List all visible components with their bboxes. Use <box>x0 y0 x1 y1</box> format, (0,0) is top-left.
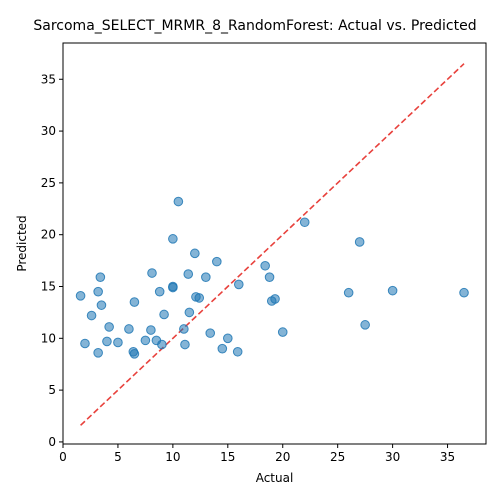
x-tick-label: 10 <box>165 450 180 464</box>
scatter-point <box>80 338 90 349</box>
scatter-point <box>104 322 114 332</box>
x-tick-label: 20 <box>275 450 290 464</box>
scatter-point <box>201 272 211 282</box>
y-tick-label: 20 <box>41 228 56 242</box>
scatter-point <box>183 269 194 279</box>
points-layer <box>75 196 469 359</box>
y-tick-label: 10 <box>41 331 56 345</box>
scatter-point <box>93 348 103 358</box>
y-axis-label: Predicted <box>15 215 29 271</box>
scatter-point <box>354 237 365 247</box>
scatter-point <box>459 287 469 298</box>
scatter-point <box>180 339 190 350</box>
scatter-point <box>270 294 280 304</box>
y-tick-label: 0 <box>48 435 56 449</box>
reference-line <box>80 63 465 426</box>
scatter-point <box>102 336 112 347</box>
chart-title: Sarcoma_SELECT_MRMR_8_RandomForest: Actu… <box>33 18 476 34</box>
scatter-point <box>233 279 244 290</box>
scatter-point <box>217 343 228 354</box>
scatter-point <box>184 307 195 318</box>
y-axis-ticks: 0 5 10 15 20 25 30 35 <box>41 72 63 449</box>
scatter-point <box>387 285 398 296</box>
x-tick-label: 35 <box>440 450 455 464</box>
scatter-point <box>223 333 233 344</box>
scatter-point <box>96 300 107 310</box>
y-tick-label: 15 <box>41 280 56 294</box>
scatter-point <box>95 272 106 282</box>
x-tick-label: 0 <box>59 450 67 464</box>
scatter-point <box>129 349 140 359</box>
scatter-point <box>205 328 216 338</box>
scatter-point <box>260 260 270 271</box>
scatter-point <box>194 293 205 303</box>
scatter-point <box>179 324 189 334</box>
scatter-point <box>168 234 178 244</box>
scatter-point <box>343 287 354 298</box>
x-tick-label: 15 <box>220 450 235 464</box>
scatter-point <box>147 268 157 278</box>
scatter-point <box>113 337 123 348</box>
scatter-point <box>299 217 310 228</box>
y-tick-label: 35 <box>41 72 56 86</box>
scatter-point <box>277 327 288 337</box>
scatter-point <box>93 286 103 297</box>
scatter-point <box>157 339 167 350</box>
y-tick-label: 30 <box>41 124 56 138</box>
x-axis-label: Actual <box>256 471 294 485</box>
scatter-point <box>232 346 243 357</box>
scatter-point <box>173 196 184 207</box>
scatter-point <box>154 286 165 297</box>
scatter-point <box>129 297 140 307</box>
x-tick-label: 25 <box>330 450 345 464</box>
scatter-point <box>360 320 370 330</box>
scatter-point <box>264 272 275 282</box>
y-tick-label: 25 <box>41 176 56 190</box>
scatter-point <box>75 291 86 301</box>
x-axis-ticks: 0 5 10 15 20 25 30 35 <box>59 444 455 464</box>
scatter-point <box>86 310 97 321</box>
reference-line-layer <box>80 63 465 426</box>
scatter-point <box>124 324 134 334</box>
scatter-point <box>168 282 178 293</box>
scatter-point <box>159 309 169 320</box>
scatter-point <box>212 256 222 267</box>
y-tick-label: 5 <box>48 383 56 397</box>
x-tick-label: 5 <box>114 450 122 464</box>
scatter-point <box>146 325 156 335</box>
plot-frame <box>62 42 487 445</box>
scatter-point <box>140 335 151 346</box>
x-tick-label: 30 <box>385 450 400 464</box>
scatter-point <box>190 248 200 259</box>
